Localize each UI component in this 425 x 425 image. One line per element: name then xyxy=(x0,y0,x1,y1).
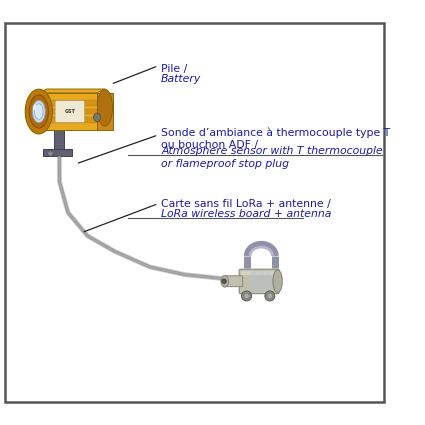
Ellipse shape xyxy=(94,113,101,122)
Ellipse shape xyxy=(25,89,52,134)
Ellipse shape xyxy=(34,104,43,119)
Ellipse shape xyxy=(33,105,37,111)
FancyBboxPatch shape xyxy=(39,93,97,130)
FancyBboxPatch shape xyxy=(55,101,85,122)
Circle shape xyxy=(222,279,227,283)
Ellipse shape xyxy=(221,275,229,287)
Text: LoRa wireless board + antenna: LoRa wireless board + antenna xyxy=(161,209,332,218)
Text: Pile /: Pile / xyxy=(161,64,187,74)
FancyBboxPatch shape xyxy=(265,271,271,292)
FancyBboxPatch shape xyxy=(224,276,243,286)
Ellipse shape xyxy=(29,95,48,128)
FancyBboxPatch shape xyxy=(54,129,64,152)
Circle shape xyxy=(265,291,275,301)
Polygon shape xyxy=(39,109,97,114)
Circle shape xyxy=(267,293,272,299)
FancyBboxPatch shape xyxy=(258,271,264,292)
Circle shape xyxy=(241,291,252,301)
FancyBboxPatch shape xyxy=(42,149,72,156)
Circle shape xyxy=(48,151,53,156)
Ellipse shape xyxy=(273,270,282,292)
Text: Sonde d’ambiance à thermocouple type T
ou bouchon ADF /: Sonde d’ambiance à thermocouple type T o… xyxy=(161,127,391,150)
Polygon shape xyxy=(241,271,278,275)
FancyBboxPatch shape xyxy=(251,271,257,292)
Text: Battery: Battery xyxy=(161,74,201,83)
Text: GST: GST xyxy=(65,109,75,114)
Text: Carte sans fil LoRa + antenne /: Carte sans fil LoRa + antenne / xyxy=(161,199,331,209)
Circle shape xyxy=(244,293,249,299)
Text: Atmosphere sensor with T thermocouple
or flameproof stop plug: Atmosphere sensor with T thermocouple or… xyxy=(161,146,383,169)
Polygon shape xyxy=(39,117,97,123)
Ellipse shape xyxy=(32,100,45,123)
Ellipse shape xyxy=(97,89,113,126)
Polygon shape xyxy=(39,89,105,93)
Polygon shape xyxy=(39,100,97,106)
FancyBboxPatch shape xyxy=(239,269,279,294)
Polygon shape xyxy=(97,93,113,130)
